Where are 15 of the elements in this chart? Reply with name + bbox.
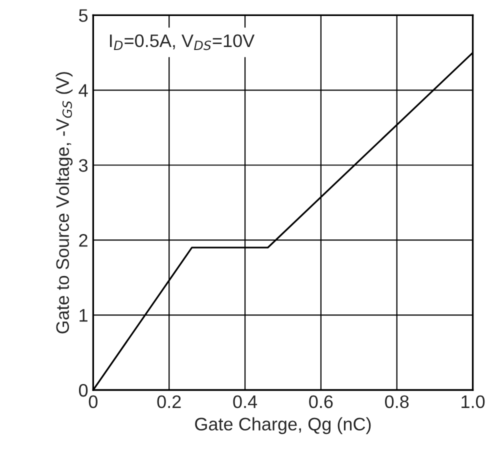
x-tick-label: 0 (88, 395, 98, 408)
y-tick-label: 2 (79, 234, 88, 247)
x-tick-label: 0.6 (309, 395, 333, 408)
annotation: I$_{D}$=0.5A, V$_{DS}$=10V (110, 34, 255, 50)
y-tick-label: 5 (79, 9, 88, 22)
y-tick-label: 4 (78, 84, 88, 97)
y-tick-label: 1 (80, 309, 88, 322)
x-tick-label: 1.0 (462, 395, 485, 408)
y-tick-label: 0 (78, 384, 88, 397)
y-tick-label: 3 (78, 159, 88, 172)
y-axis-title: Gate to Source Voltage, -V$_{GS}$ (V) (56, 72, 73, 334)
x-axis-title: Gate Charge, Qg (nC) (195, 417, 371, 434)
x-tick-label: 0.8 (385, 395, 409, 408)
x-tick-label: 0.2 (157, 395, 181, 408)
x-tick-label: 0.4 (233, 395, 258, 408)
